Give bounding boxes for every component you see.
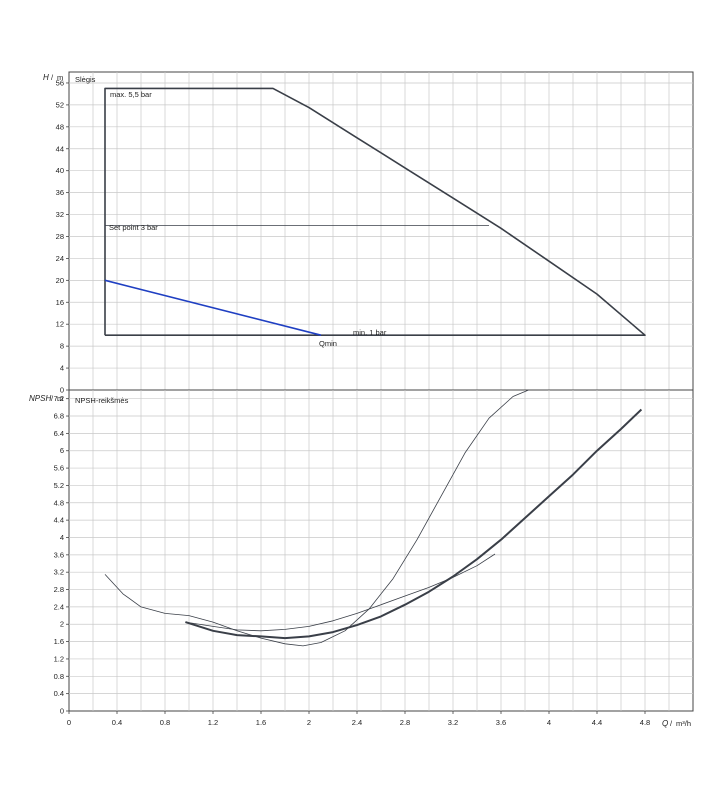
q-x-tick-label: 3.2 [448, 718, 458, 727]
npsh-npsh-thin-b-line [185, 553, 496, 632]
q-x-tick-label: 2.4 [352, 718, 362, 727]
set-point-label: Set point 3 bar [109, 223, 158, 232]
head-y-tick-label: 32 [56, 210, 64, 219]
head-y-tick-label: 8 [60, 342, 64, 351]
q-x-tick-label: 4.4 [592, 718, 602, 727]
head-y-axis-symbol: H [43, 73, 49, 82]
npsh-y-tick-label: 2.4 [54, 602, 64, 611]
npsh-y-tick-label: 3.6 [54, 550, 64, 559]
head-operating-envelope-line [104, 87, 646, 336]
npsh-y-tick-label: 1.6 [54, 637, 64, 646]
npsh-y-ticks: 0 0.4 0.8 1.2 1.6 2 2.4 2.8 3.2 3.6 4 4.4 4.8 5.2 5.6 6… [54, 394, 69, 716]
head-series [104, 87, 646, 336]
npsh-series [104, 389, 643, 647]
min-pressure-label: min. 1 bar [353, 328, 387, 337]
npsh-grid [69, 390, 693, 711]
npsh-y-tick-label: 6.8 [54, 412, 64, 421]
q-x-tick-label: 0 [67, 718, 71, 727]
q-x-axis-symbol: Q [662, 719, 668, 728]
q-x-tick-label: 1.6 [256, 718, 266, 727]
q-x-tick-label: 4 [547, 718, 551, 727]
head-y-tick-label: 40 [56, 166, 64, 175]
head-grid [69, 72, 693, 390]
q-x-axis-unit: m³/h [676, 719, 691, 728]
q-x-tick-label: 0.4 [112, 718, 122, 727]
head-y-tick-label: 24 [56, 254, 64, 263]
q-x-tick-label: 2.8 [400, 718, 410, 727]
npsh-y-tick-label: 6.4 [54, 429, 64, 438]
qmin-label: Qmin [319, 339, 337, 348]
npsh-y-tick-label: 5.6 [54, 464, 64, 473]
npsh-y-tick-label: 0.4 [54, 689, 64, 698]
q-x-tick-label: 0.8 [160, 718, 170, 727]
head-y-axis-separator: / [51, 73, 54, 82]
npsh-panel-title: NPSH-reikšmės [75, 396, 129, 405]
head-y-tick-label: 52 [56, 100, 64, 109]
npsh-y-tick-label: 7.2 [54, 394, 64, 403]
npsh-y-tick-label: 2.8 [54, 585, 64, 594]
npsh-y-tick-label: 3.2 [54, 568, 64, 577]
npsh-y-tick-label: 2 [60, 620, 64, 629]
npsh-y-axis-unit: m [57, 394, 63, 403]
head-y-tick-label: 56 [56, 78, 64, 87]
q-x-ticks: 0 0.4 0.8 1.2 1.6 2 2.4 2.8 3.2 3.6 4 4.4 4.8 [67, 711, 650, 727]
head-y-tick-label: 36 [56, 188, 64, 197]
head-y-tick-label: 20 [56, 276, 64, 285]
npsh-y-tick-label: 4.4 [54, 516, 64, 525]
npsh-y-axis-symbol: NPSH [29, 394, 51, 403]
q-x-tick-label: 2 [307, 718, 311, 727]
q-x-axis-separator: / [670, 719, 673, 728]
head-y-tick-label: 12 [56, 320, 64, 329]
npsh-y-tick-label: 0.8 [54, 672, 64, 681]
head-y-tick-label: 16 [56, 298, 64, 307]
head-y-tick-label: 4 [60, 364, 64, 373]
npsh-y-axis-separator: / [51, 394, 54, 403]
head-y-tick-label: 48 [56, 122, 64, 131]
npsh-y-tick-label: 6 [60, 446, 64, 455]
head-y-tick-label: 28 [56, 232, 64, 241]
head-y-tick-label: 44 [56, 144, 64, 153]
head-y-axis-unit: m [57, 73, 63, 82]
npsh-y-tick-label: 4.8 [54, 498, 64, 507]
head-qmin-line-line [104, 279, 322, 336]
q-x-tick-label: 1.2 [208, 718, 218, 727]
npsh-y-tick-label: 5.2 [54, 481, 64, 490]
npsh-npsh-main-line [185, 408, 643, 640]
head-y-tick-label: 0 [60, 386, 64, 395]
npsh-panel: 0 0.4 0.8 1.2 1.6 2 2.4 2.8 3.2 3.6 4 4.4 4.8 5.2 5.6 6… [29, 389, 694, 728]
npsh-y-tick-label: 0 [60, 707, 64, 716]
max-pressure-label: max. 5,5 bar [110, 90, 152, 99]
npsh-y-tick-label: 1.2 [54, 654, 64, 663]
head-panel-title: Slėgis [75, 75, 96, 84]
q-x-tick-label: 4.8 [640, 718, 650, 727]
q-x-tick-label: 3.6 [496, 718, 506, 727]
npsh-npsh-thin-a-line [104, 389, 529, 647]
npsh-y-tick-label: 4 [60, 533, 64, 542]
